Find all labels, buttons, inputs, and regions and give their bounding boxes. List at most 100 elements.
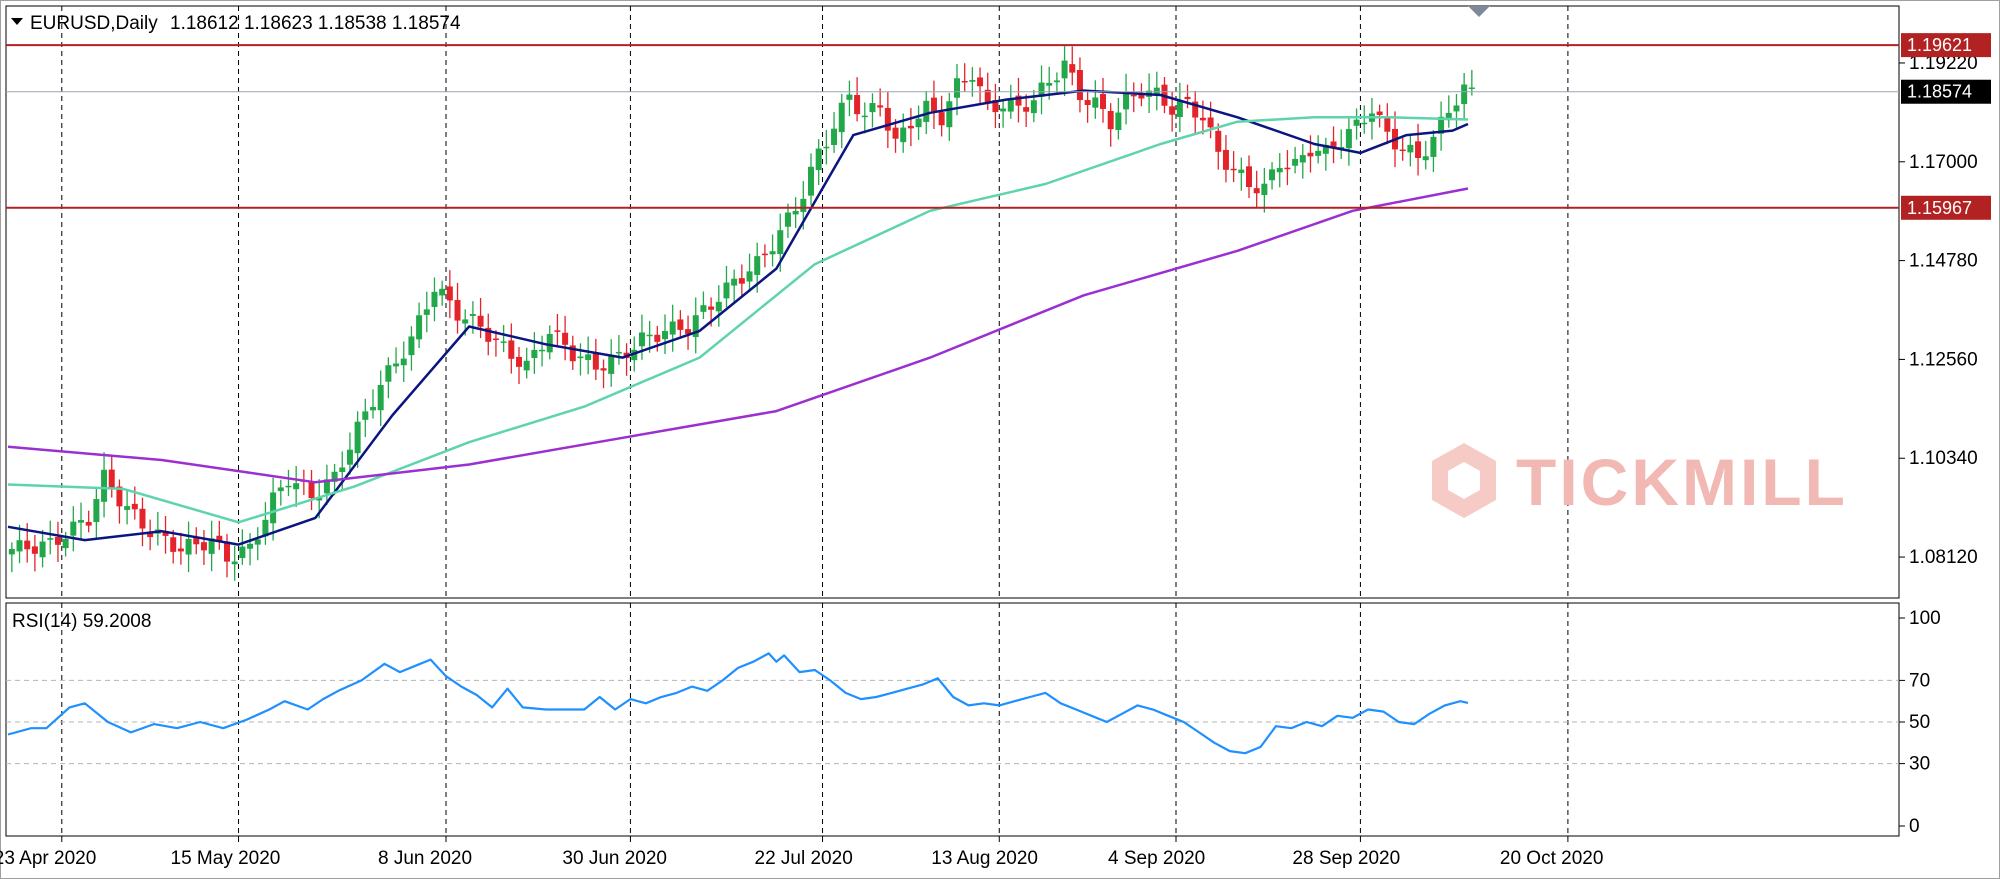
rsi-tick-label: 100 [1909, 608, 1941, 629]
candle-bear [984, 89, 991, 103]
time-tick-label: 22 Jul 2020 [755, 848, 853, 869]
candle-bull [969, 80, 976, 82]
candle-bear [1169, 106, 1176, 115]
candle-bull [362, 411, 369, 420]
candle-bull [239, 546, 246, 559]
shift-marker-icon[interactable] [1468, 6, 1490, 17]
candle-bear [193, 538, 200, 545]
candle-bull [1430, 136, 1437, 157]
candle-bull [262, 519, 269, 537]
candle-bull [1176, 100, 1183, 117]
candle-bull [469, 314, 476, 316]
candle-bull [777, 230, 784, 255]
time-tick-label: 20 Oct 2020 [1500, 848, 1604, 869]
candle-bull [1453, 105, 1460, 112]
candle-bear [308, 482, 315, 499]
candle-bear [677, 319, 684, 330]
candle-bull [754, 256, 761, 275]
candle-bull [70, 521, 77, 536]
candle-bear [1307, 152, 1314, 157]
candle-bear [1284, 167, 1291, 170]
candle-bear [200, 542, 207, 551]
symbol-label: EURUSD,Daily [30, 13, 158, 34]
candle-bull [861, 115, 868, 118]
candle-bear [884, 107, 891, 131]
candle-bull [124, 506, 131, 510]
price-tick-label: 1.10340 [1909, 448, 1978, 469]
candle-bull [608, 355, 615, 374]
candle-bull [346, 449, 353, 465]
candle-bear [1246, 166, 1252, 188]
rsi-line [7, 652, 1469, 755]
candle-bear [85, 521, 92, 526]
candle-bull [500, 341, 507, 343]
candle-bear [508, 340, 515, 359]
candle-bull [531, 349, 538, 359]
time-tick-label: 15 May 2020 [171, 848, 281, 869]
candle-bear [1138, 93, 1145, 99]
candle-bull [285, 485, 292, 488]
candle-bear [170, 537, 177, 552]
collapse-triangle-icon[interactable] [11, 18, 23, 25]
candle-bull [900, 127, 907, 143]
candle-bear [854, 94, 861, 115]
candle-bear [1130, 94, 1137, 97]
candle-bull [1315, 150, 1322, 156]
candle-bull [1269, 169, 1276, 181]
rsi-tick-label: 50 [1909, 712, 1930, 733]
candle-bull [838, 102, 845, 133]
candle-bull [354, 421, 361, 454]
tickmill-watermark: TICKMILL [1432, 443, 1848, 519]
horizontal-levels [6, 44, 1899, 209]
candle-bear [992, 100, 999, 113]
candle-bull [700, 305, 707, 312]
ohlc-values: 1.18612 1.18623 1.18538 1.18574 [170, 13, 461, 34]
candle-bull [946, 101, 953, 128]
rsi-plot-area [5, 602, 1900, 837]
candle-bull [800, 198, 807, 212]
candle-bull [1000, 108, 1007, 112]
current-price-tag-bg [1901, 79, 1991, 104]
candle-bull [1299, 155, 1306, 163]
price-axis: 1.19220 1.17000 1.14780 1.12560 1.10340 1.081… [1899, 33, 1991, 568]
candle-bear [600, 368, 607, 371]
candle-bear [1376, 111, 1383, 115]
candle-bull [377, 384, 384, 411]
candle-bear [1199, 117, 1206, 121]
candle-bear [1222, 149, 1229, 170]
candle-bull [1238, 169, 1245, 173]
candle-bear [1107, 110, 1114, 130]
candle-bear [1207, 117, 1214, 128]
candle-bear [516, 356, 522, 367]
candle-bull [1007, 99, 1014, 112]
candle-bull [1292, 158, 1299, 166]
level-price-tag: 1.19621 [1907, 35, 1972, 55]
candle-bull [1061, 60, 1068, 79]
time-tick-label: 28 Sep 2020 [1292, 848, 1400, 869]
candle-bull [254, 539, 261, 545]
candle-bull [792, 210, 799, 215]
candle-bear [938, 112, 945, 126]
candle-bear [654, 334, 661, 342]
candle-bull [339, 467, 346, 472]
candle-bull [331, 471, 338, 482]
candle-bull [247, 543, 254, 549]
candle-bull [823, 146, 830, 149]
candle-bull [692, 315, 699, 338]
candle-bull [869, 103, 876, 113]
candle-bear [738, 278, 745, 284]
rsi-series [6, 652, 1899, 765]
candle-bull [954, 78, 960, 98]
level-price-tag: 1.15967 [1907, 198, 1972, 218]
candle-bull [47, 538, 54, 540]
candle-bull [1276, 168, 1283, 173]
candlestick-series [8, 46, 1475, 581]
date-separators [61, 6, 1569, 836]
watermark-text: TICKMILL [1516, 445, 1848, 519]
candle-bull [462, 319, 469, 324]
candle-bull [385, 365, 392, 382]
candle-bear [1015, 95, 1022, 106]
sma-mid-line [7, 116, 1469, 524]
time-axis: 23 Apr 2020 15 May 2020 8 Jun 2020 30 Jun 2… [0, 836, 1603, 869]
candle-bull [1053, 80, 1060, 83]
